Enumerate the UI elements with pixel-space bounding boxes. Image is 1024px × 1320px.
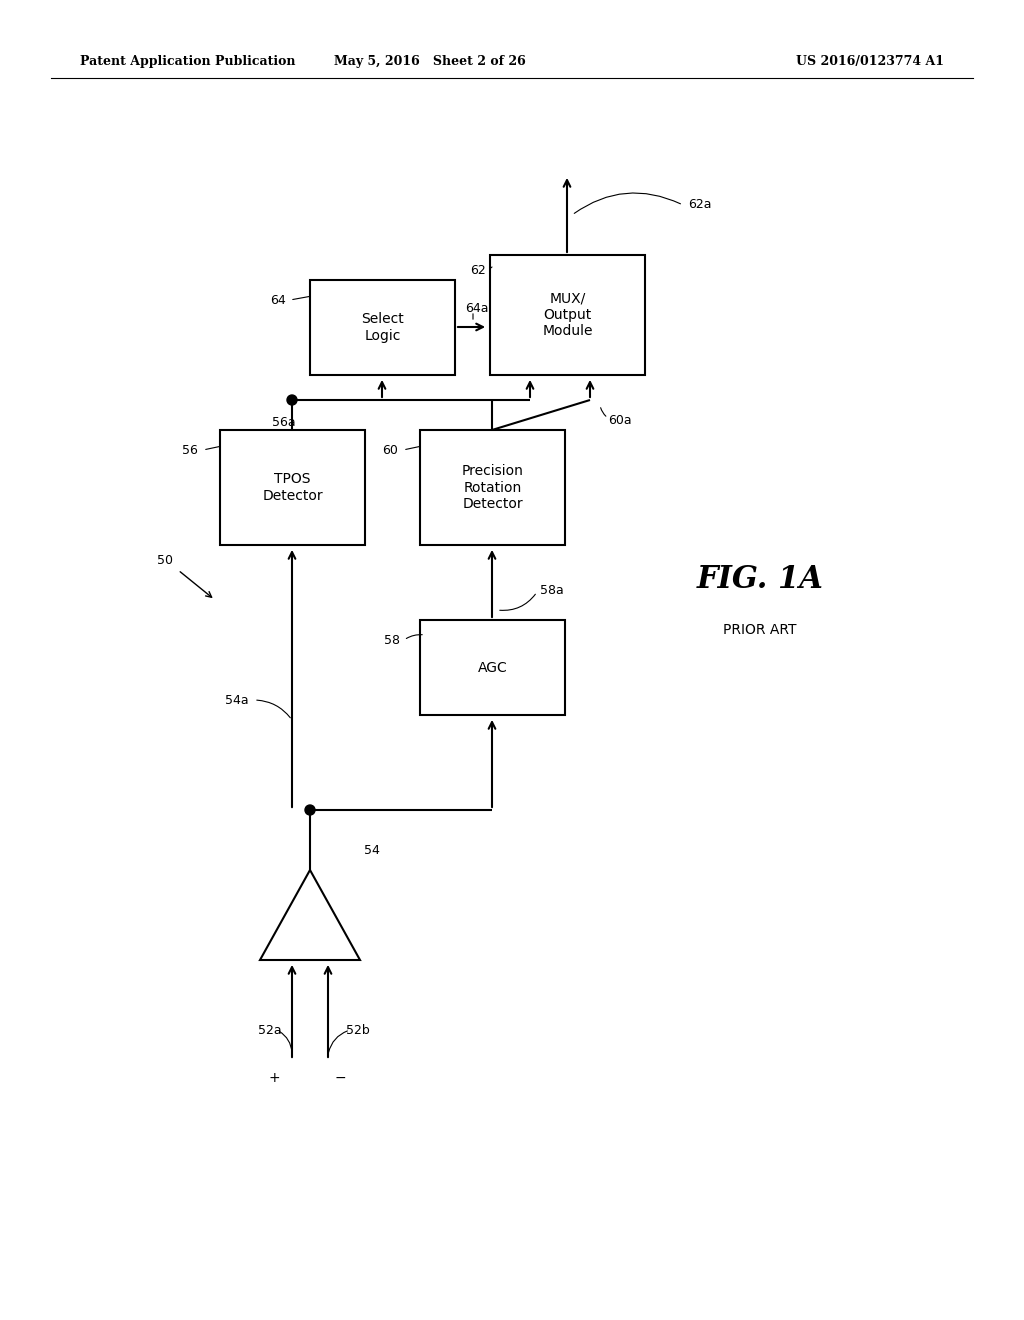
Text: MUX/
Output
Module: MUX/ Output Module <box>543 292 593 338</box>
Text: May 5, 2016   Sheet 2 of 26: May 5, 2016 Sheet 2 of 26 <box>334 55 526 69</box>
Text: Patent Application Publication: Patent Application Publication <box>80 55 296 69</box>
Text: 52a: 52a <box>258 1023 282 1036</box>
Text: 50: 50 <box>157 553 173 566</box>
Text: 60: 60 <box>382 444 398 457</box>
Text: 62: 62 <box>470 264 485 276</box>
Text: 62a: 62a <box>688 198 712 211</box>
Bar <box>310 280 455 375</box>
Bar <box>490 255 645 375</box>
Text: 54: 54 <box>365 843 380 857</box>
Bar <box>420 430 565 545</box>
Text: 56: 56 <box>182 444 198 457</box>
Text: 56a: 56a <box>272 416 296 429</box>
Text: −: − <box>334 1071 346 1085</box>
Text: FIG. 1A: FIG. 1A <box>696 565 823 595</box>
Text: Precision
Rotation
Detector: Precision Rotation Detector <box>462 465 523 511</box>
Circle shape <box>287 395 297 405</box>
Text: 52b: 52b <box>346 1023 370 1036</box>
Text: TPOS
Detector: TPOS Detector <box>262 473 323 503</box>
Text: PRIOR ART: PRIOR ART <box>723 623 797 638</box>
Text: 64: 64 <box>270 293 286 306</box>
Text: 58a: 58a <box>540 583 564 597</box>
Bar <box>420 620 565 715</box>
Text: 54a: 54a <box>225 693 249 706</box>
Text: US 2016/0123774 A1: US 2016/0123774 A1 <box>796 55 944 69</box>
Text: 60a: 60a <box>608 413 632 426</box>
Polygon shape <box>260 870 360 960</box>
Text: +: + <box>268 1071 280 1085</box>
Circle shape <box>305 805 315 814</box>
Text: 58: 58 <box>384 634 400 647</box>
Text: 64a: 64a <box>465 302 488 315</box>
Bar <box>220 430 365 545</box>
Text: AGC: AGC <box>477 660 507 675</box>
Text: Select
Logic: Select Logic <box>361 313 403 343</box>
